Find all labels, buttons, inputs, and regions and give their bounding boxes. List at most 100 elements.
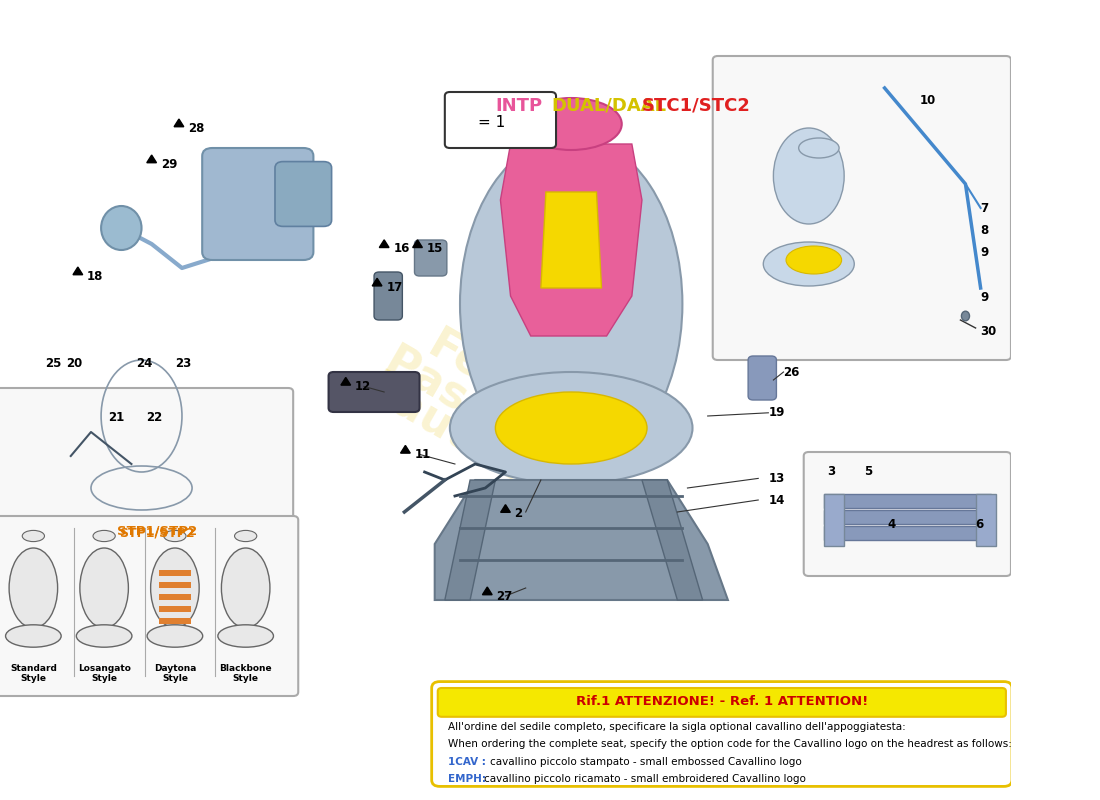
Text: 30: 30 [980,325,997,338]
Ellipse shape [495,392,647,464]
Text: STP1/STP2: STP1/STP2 [117,525,197,538]
Bar [158,594,191,600]
Text: 9: 9 [980,291,989,304]
Text: Daytona
Style: Daytona Style [154,664,196,683]
FancyBboxPatch shape [444,92,556,148]
Polygon shape [642,480,703,600]
Text: 21: 21 [108,411,124,424]
Bar [158,606,191,612]
Text: 24: 24 [136,358,153,370]
FancyBboxPatch shape [804,452,1011,576]
Text: STC1/STC2: STC1/STC2 [642,97,751,114]
Ellipse shape [80,548,129,628]
Text: = 1: = 1 [478,115,505,130]
Text: When ordering the complete seat, specify the option code for the Cavallino logo : When ordering the complete seat, specify… [448,739,1012,749]
FancyBboxPatch shape [713,56,1011,360]
Ellipse shape [6,625,62,647]
Ellipse shape [520,98,621,150]
Text: 27: 27 [496,590,513,602]
FancyBboxPatch shape [438,688,1005,717]
Text: 19: 19 [768,406,784,419]
FancyBboxPatch shape [415,240,447,276]
Polygon shape [174,119,184,126]
Text: Rif.1 ATTENZIONE! - Ref. 1 ATTENTION!: Rif.1 ATTENZIONE! - Ref. 1 ATTENTION! [575,695,868,708]
Text: 17: 17 [386,281,403,294]
Polygon shape [541,192,602,288]
Polygon shape [379,240,389,247]
Bar [976,494,996,546]
Polygon shape [412,240,422,247]
Ellipse shape [101,206,142,250]
Text: STP1/STP2: STP1/STP2 [119,526,195,539]
Text: 11: 11 [415,448,431,461]
FancyBboxPatch shape [202,148,314,260]
Text: 14: 14 [768,494,784,506]
Ellipse shape [221,548,270,628]
Ellipse shape [234,530,256,542]
Ellipse shape [799,138,839,158]
Text: Standard
Style: Standard Style [10,664,57,683]
Text: 25: 25 [45,358,62,370]
Text: 6: 6 [976,518,983,530]
Text: cavallino piccolo stampato - small embossed Cavallino logo: cavallino piccolo stampato - small embos… [491,757,802,766]
Polygon shape [483,587,492,594]
Ellipse shape [786,246,842,274]
Text: 8: 8 [980,224,989,237]
Bar [158,570,191,576]
Bar [158,618,191,624]
Ellipse shape [460,136,682,472]
Text: 15: 15 [427,242,443,255]
Text: 1CAV :: 1CAV : [448,757,490,766]
FancyBboxPatch shape [431,682,1012,786]
Polygon shape [444,480,495,600]
Text: 13: 13 [768,472,784,485]
Bar [824,510,991,524]
Ellipse shape [773,128,844,224]
Ellipse shape [450,372,693,484]
Bar [824,494,991,508]
Text: 29: 29 [161,158,177,170]
Ellipse shape [961,311,969,321]
FancyBboxPatch shape [329,372,419,412]
Text: 5: 5 [865,465,872,478]
Polygon shape [73,267,82,274]
FancyBboxPatch shape [0,388,294,528]
Polygon shape [400,446,410,453]
Polygon shape [341,378,351,385]
Text: 3: 3 [827,465,835,478]
FancyBboxPatch shape [748,356,777,400]
Ellipse shape [22,530,44,542]
Text: 28: 28 [188,122,205,134]
Text: 26: 26 [783,366,800,378]
FancyBboxPatch shape [0,516,298,696]
Text: 18: 18 [87,270,103,282]
Polygon shape [146,155,156,162]
Ellipse shape [763,242,855,286]
Text: 10: 10 [920,94,936,106]
Text: 12: 12 [355,380,371,393]
Polygon shape [500,144,642,336]
Text: 16: 16 [394,242,409,255]
Text: 9: 9 [980,246,989,258]
Text: 4: 4 [888,518,895,530]
Polygon shape [464,112,476,121]
Ellipse shape [147,625,202,647]
Text: Blackbone
Style: Blackbone Style [219,664,272,683]
Ellipse shape [94,530,115,542]
Text: 23: 23 [175,358,191,370]
Ellipse shape [218,625,274,647]
Polygon shape [500,505,510,512]
Bar [158,582,191,588]
Text: 22: 22 [146,411,163,424]
Text: All'ordine del sedile completo, specificare la sigla optional cavallino dell'app: All'ordine del sedile completo, specific… [448,722,905,731]
Text: INTP: INTP [495,97,542,114]
Text: EMPH:: EMPH: [448,774,490,784]
Text: 2: 2 [515,507,522,520]
Text: cavallino piccolo ricamato - small embroidered Cavallino logo: cavallino piccolo ricamato - small embro… [484,774,806,784]
Text: 20: 20 [66,358,82,370]
FancyBboxPatch shape [275,162,331,226]
Polygon shape [372,278,382,286]
Ellipse shape [164,530,186,542]
Text: DUAL/DAAL: DUAL/DAAL [551,97,666,114]
Bar [824,494,844,546]
